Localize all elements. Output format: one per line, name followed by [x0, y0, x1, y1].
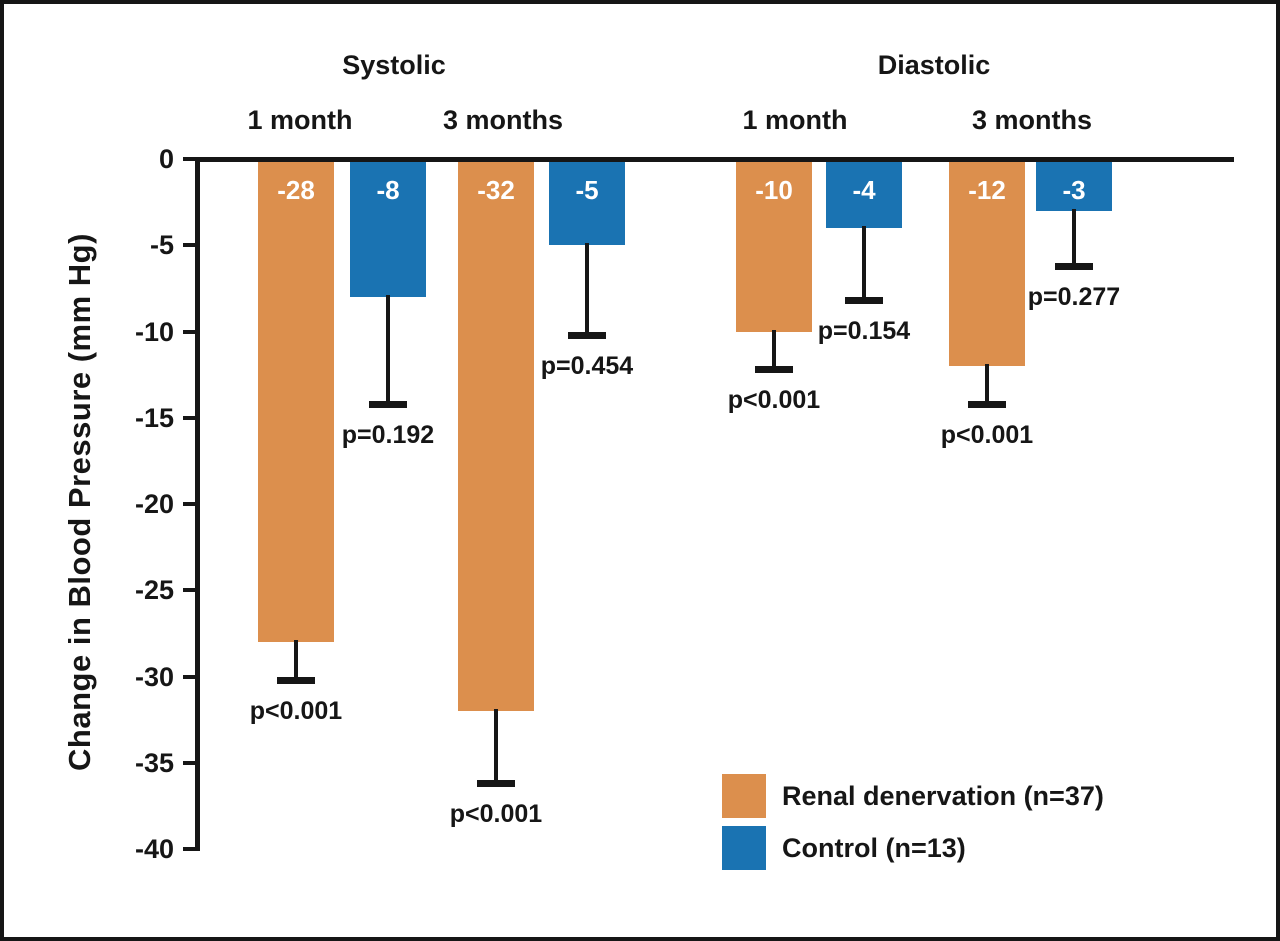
bar-value-label: -8: [376, 175, 400, 205]
y-axis-tick-label: 0: [158, 144, 174, 174]
p-value-label: p<0.001: [727, 386, 821, 414]
bar-value-label: -3: [1062, 175, 1086, 205]
y-axis-tick: [183, 329, 195, 334]
panel-header: Systolic: [342, 50, 446, 80]
p-value-label: p<0.001: [249, 696, 343, 725]
group-label: 1 month: [742, 105, 848, 135]
bar-value-label: -28: [277, 175, 315, 205]
y-axis-tick: [183, 243, 195, 248]
error-bar-line: [494, 709, 498, 784]
y-axis-tick: [183, 502, 195, 506]
p-value-label: p=0.154: [817, 317, 911, 345]
error-bar-cap: [755, 366, 793, 373]
bar-value-label: -10: [755, 175, 793, 205]
legend-label-control: Control (n=13): [782, 833, 966, 863]
y-axis-tick: [183, 588, 195, 593]
p-value-label: p=0.454: [540, 351, 634, 380]
legend-swatch-control: [722, 826, 766, 870]
legend-label-renal-denervation: Renal denervation (n=37): [782, 781, 1104, 811]
error-bar-cap: [968, 400, 1006, 408]
y-axis-tick-label: -5: [149, 230, 174, 261]
x-zero-line: [195, 157, 1234, 162]
y-axis-tick: [183, 760, 195, 765]
y-axis-tick: [183, 674, 195, 679]
error-bar-line: [985, 364, 989, 405]
bar-renal-denervation: [736, 159, 812, 332]
group-label: 3 months: [971, 105, 1092, 135]
error-bar-line: [862, 226, 866, 301]
error-bar-line: [772, 329, 776, 370]
bar-value-label: -4: [852, 175, 876, 205]
error-bar-line: [386, 295, 390, 405]
error-bar-line: [1072, 208, 1076, 267]
p-value-label: p=0.277: [1027, 282, 1121, 311]
error-bar-cap: [277, 676, 315, 684]
bar-value-label: -5: [575, 175, 599, 205]
group-label: 3 months: [442, 105, 563, 135]
bar-value-label: -12: [968, 175, 1006, 205]
bar-control: [350, 159, 426, 297]
bar-renal-denervation: [258, 159, 334, 642]
bar-control: [1036, 159, 1112, 211]
y-axis-tick: [183, 415, 195, 420]
error-bar-cap: [568, 331, 606, 339]
bar-control: [826, 159, 902, 228]
error-bar-cap: [369, 400, 407, 408]
y-axis-tick-label: -10: [134, 316, 174, 347]
error-bar-cap: [845, 297, 883, 304]
bar-renal-denervation: [458, 159, 534, 711]
error-bar-line: [585, 243, 589, 336]
error-bar-cap: [477, 780, 515, 787]
y-axis-tick-label: -30: [134, 661, 174, 692]
y-axis-tick-label: -35: [134, 747, 174, 778]
p-value-label: p=0.192: [341, 420, 435, 449]
error-bar-line: [294, 640, 298, 681]
error-bar-cap: [1055, 262, 1093, 270]
y-axis-tick-label: -25: [134, 575, 174, 606]
y-axis-tick: [183, 157, 195, 161]
bar-chart-plot-area: 1 month -28 p<0.001 -8 p=0.192 3 months -32 p<0…: [4, 4, 1276, 937]
bar-renal-denervation: [949, 159, 1025, 366]
y-axis-tick-label: -20: [134, 489, 174, 519]
bar-value-label: -32: [477, 175, 515, 205]
y-axis-line: [195, 157, 200, 851]
y-axis-title: Change in Blood Pressure (mm Hg): [62, 233, 97, 771]
bar-control: [549, 159, 625, 246]
legend-swatch-renal-denervation: [722, 774, 766, 818]
y-axis-tick: [183, 847, 195, 851]
y-axis-tick-label: -40: [134, 834, 174, 864]
y-axis-tick-label: -15: [134, 402, 174, 433]
panel-header: Diastolic: [877, 50, 991, 80]
p-value-label: p<0.001: [449, 800, 543, 828]
p-value-label: p<0.001: [940, 420, 1034, 449]
group-label: 1 month: [247, 105, 353, 135]
